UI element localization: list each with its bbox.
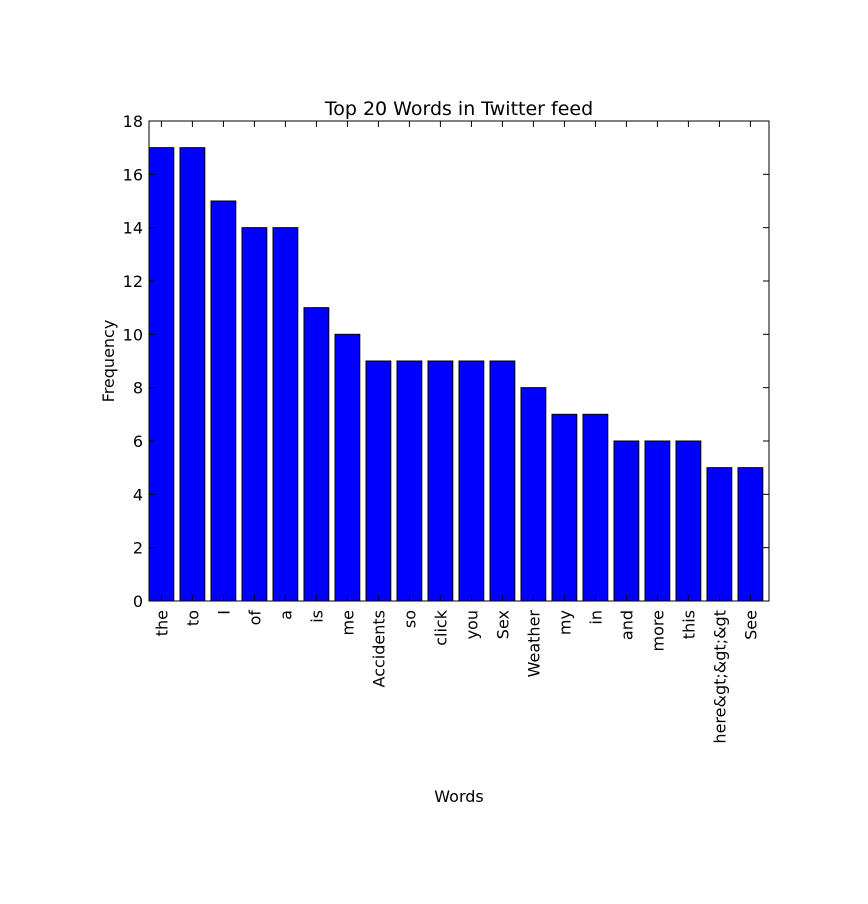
x-tick-label: the bbox=[152, 610, 171, 636]
bar-6 bbox=[334, 333, 361, 602]
x-tick-label: me bbox=[338, 610, 357, 635]
chart-title: Top 20 Words in Twitter feed bbox=[324, 98, 593, 120]
x-tick-label: here&gt;&gt;&gt bbox=[710, 610, 729, 744]
bar-5 bbox=[303, 307, 330, 602]
bar-8 bbox=[396, 360, 423, 602]
y-tick-label: 10 bbox=[123, 325, 143, 344]
y-tick-label: 14 bbox=[123, 219, 143, 238]
x-tick-label: to bbox=[183, 610, 202, 626]
bar-1 bbox=[179, 147, 206, 602]
x-tick-label: this bbox=[679, 610, 698, 639]
y-axis-ticks: 0 2 4 6 8 10 12 14 16 18 bbox=[123, 112, 769, 611]
bar-3 bbox=[241, 227, 268, 602]
x-tick-label: See bbox=[741, 610, 760, 640]
y-tick-label: 6 bbox=[133, 432, 143, 451]
x-tick-label: Sex bbox=[493, 610, 512, 639]
bar-9 bbox=[427, 360, 454, 602]
x-tick-label: I bbox=[214, 610, 233, 615]
x-tick-label: of bbox=[245, 610, 264, 626]
x-tick-label: a bbox=[276, 610, 295, 620]
bar-16 bbox=[644, 440, 671, 602]
bar-13 bbox=[551, 413, 578, 602]
y-tick-label: 2 bbox=[133, 539, 143, 558]
bar-7 bbox=[365, 360, 392, 602]
x-tick-label: in bbox=[586, 610, 605, 625]
x-tick-label: my bbox=[555, 610, 574, 635]
bar-10 bbox=[458, 360, 485, 602]
bar-18 bbox=[706, 467, 733, 602]
y-tick-label: 0 bbox=[133, 592, 143, 611]
bar-2 bbox=[210, 200, 237, 602]
plot-frame bbox=[148, 120, 770, 602]
y-tick-label: 18 bbox=[123, 112, 143, 131]
bar-4 bbox=[272, 227, 299, 602]
x-tick-label: Weather bbox=[524, 610, 543, 678]
bar-17 bbox=[675, 440, 702, 602]
x-tick-label: Accidents bbox=[369, 610, 388, 687]
y-axis-label: Frequency bbox=[99, 320, 118, 403]
x-tick-label: more bbox=[648, 610, 667, 651]
x-tick-label: click bbox=[431, 609, 450, 645]
bars-group bbox=[148, 147, 764, 602]
x-tick-label: so bbox=[400, 610, 419, 628]
bar-15 bbox=[613, 440, 640, 602]
bar-19 bbox=[737, 467, 764, 602]
x-tick-label: and bbox=[617, 610, 636, 640]
y-tick-label: 8 bbox=[133, 379, 143, 398]
y-tick-label: 12 bbox=[123, 272, 143, 291]
y-tick-label: 4 bbox=[133, 485, 143, 504]
bar-14 bbox=[582, 413, 609, 602]
x-axis-label: Words bbox=[434, 787, 483, 806]
bar-0 bbox=[148, 147, 175, 602]
x-tick-label: you bbox=[462, 610, 481, 639]
bar-11 bbox=[489, 360, 516, 602]
bar-12 bbox=[520, 387, 547, 602]
x-tick-label: is bbox=[307, 610, 326, 623]
y-tick-label: 16 bbox=[123, 165, 143, 184]
